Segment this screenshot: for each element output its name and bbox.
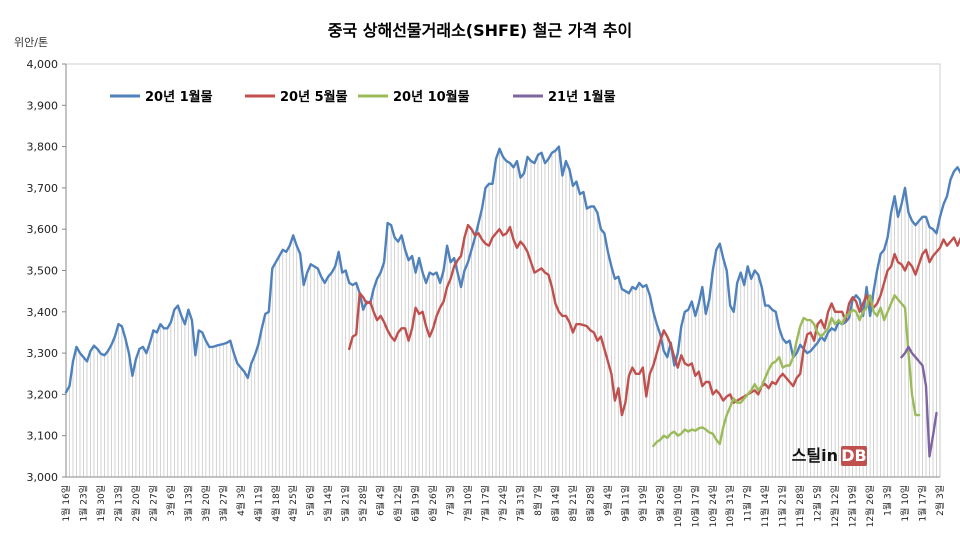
y-tick-label: 3,600 xyxy=(27,223,59,236)
x-tick-label: 6월 4일 xyxy=(375,485,387,516)
x-tick-label: 12월 19일 xyxy=(847,485,859,527)
x-tick-label: 10월 17일 xyxy=(689,485,701,527)
y-tick-label: 3,100 xyxy=(27,430,59,443)
x-tick-label: 12월 5일 xyxy=(812,485,824,522)
legend: 20년 1월물 20년 5월물 20년 10월물 21년 1월물 xyxy=(110,89,616,105)
x-tick-label: 9월 19일 xyxy=(637,485,649,522)
x-tick-label: 3월 13일 xyxy=(182,485,194,522)
x-tick-label: 6월 26일 xyxy=(427,485,439,522)
y-tick-label: 3,700 xyxy=(27,182,59,195)
x-tick-label: 7월 24일 xyxy=(497,485,509,522)
y-axis-unit: 위안/톤 xyxy=(14,36,48,49)
x-tick-label: 3월 27일 xyxy=(217,485,229,522)
series-line-3 xyxy=(652,294,921,448)
x-tick-label: 7월 10일 xyxy=(462,485,474,522)
y-tick-label: 4,000 xyxy=(27,58,59,71)
y-tick-label: 3,900 xyxy=(27,99,59,112)
drop-lines xyxy=(65,146,941,477)
x-tick-label: 6월 19일 xyxy=(410,485,422,522)
x-tick-label: 9월 11일 xyxy=(619,485,631,522)
x-tick-label: 3월 6일 xyxy=(165,485,177,516)
plot-area: 3,000 3,100 3,200 3,300 3,400 3,500 3,600 3,700… xyxy=(27,58,960,527)
watermark-db-badge xyxy=(841,446,867,466)
y-tick-label: 3,400 xyxy=(27,306,59,319)
legend-label-2: 20년 5월물 xyxy=(280,89,348,105)
y-tick-label: 3,500 xyxy=(27,265,59,278)
y-tick-label: 3,300 xyxy=(27,347,59,360)
x-tick-label: 8월 7일 xyxy=(532,485,544,516)
x-tick-label: 12월 26일 xyxy=(864,485,876,527)
x-tick-label: 1월 3일 xyxy=(882,485,894,516)
x-tick-label: 7월 3일 xyxy=(445,485,457,516)
watermark-db-text: DB xyxy=(841,446,866,465)
x-tick-label: 7월 17일 xyxy=(480,485,492,522)
x-tick-label: 9월 4일 xyxy=(602,485,614,516)
x-tick-label: 5월 6일 xyxy=(305,485,317,516)
x-tick-label: 5월 21일 xyxy=(340,485,352,522)
y-tick-label: 3,000 xyxy=(27,471,59,484)
legend-label-3: 20년 10월물 xyxy=(393,89,470,105)
x-tick-label: 2월 20일 xyxy=(130,485,142,522)
x-tick-label: 3월 20일 xyxy=(200,485,212,522)
x-tick-label: 7월 31일 xyxy=(514,485,526,522)
x-tick-label: 10월 10일 xyxy=(672,485,684,527)
series-line-1 xyxy=(64,145,960,394)
legend-label-1: 20년 1월물 xyxy=(145,89,213,105)
series-line-4 xyxy=(900,345,938,458)
x-tick-label: 1월 17일 xyxy=(917,485,929,522)
x-tick-label: 1월 16일 xyxy=(60,485,72,522)
x-tick-label: 2월 27일 xyxy=(147,485,159,522)
x-tick-label: 8월 14일 xyxy=(549,485,561,522)
chart-title: 중국 상해선물거래소(SHFE) 철근 가격 추이 xyxy=(328,21,632,40)
y-tick-label: 3,200 xyxy=(27,388,59,401)
x-tick-label: 1월 23일 xyxy=(77,485,89,522)
x-tick-label: 4월 3일 xyxy=(235,485,247,516)
x-tick-label: 10월 31일 xyxy=(724,485,736,527)
x-tick-label: 8월 21일 xyxy=(567,485,579,522)
x-tick-label: 9월 26일 xyxy=(654,485,666,522)
x-tick-label: 11월 7일 xyxy=(742,485,754,522)
x-tick-label: 2월 13일 xyxy=(112,485,124,522)
x-tick-label: 6월 12일 xyxy=(392,485,404,522)
x-tick-label: 1월 30일 xyxy=(95,485,107,522)
x-tick-label: 5월 14일 xyxy=(322,485,334,522)
x-tick-label: 2월 3일 xyxy=(934,485,946,516)
x-tick-label: 1월 10일 xyxy=(899,485,911,522)
x-tick-label: 10월 24일 xyxy=(707,485,719,527)
x-tick-label: 8월 28일 xyxy=(584,485,596,522)
steelin-db-logo: 스틸in DB xyxy=(792,446,867,466)
x-tick-label: 4월 18일 xyxy=(270,485,282,522)
series-line-2 xyxy=(348,223,960,417)
x-tick-label: 11월 28일 xyxy=(794,485,806,527)
x-tick-label: 11월 21일 xyxy=(777,485,789,527)
x-tick-label: 4월 25일 xyxy=(287,485,299,522)
legend-label-4: 21년 1월물 xyxy=(548,89,616,105)
y-tick-label: 3,800 xyxy=(27,141,59,154)
x-tick-label: 5월 28일 xyxy=(357,485,369,522)
x-tick-label: 12월 12일 xyxy=(829,485,841,527)
x-tick-label: 11월 14일 xyxy=(759,485,771,527)
watermark-brand: 스틸in xyxy=(792,446,838,465)
x-tick-label: 4월 11일 xyxy=(252,485,264,522)
